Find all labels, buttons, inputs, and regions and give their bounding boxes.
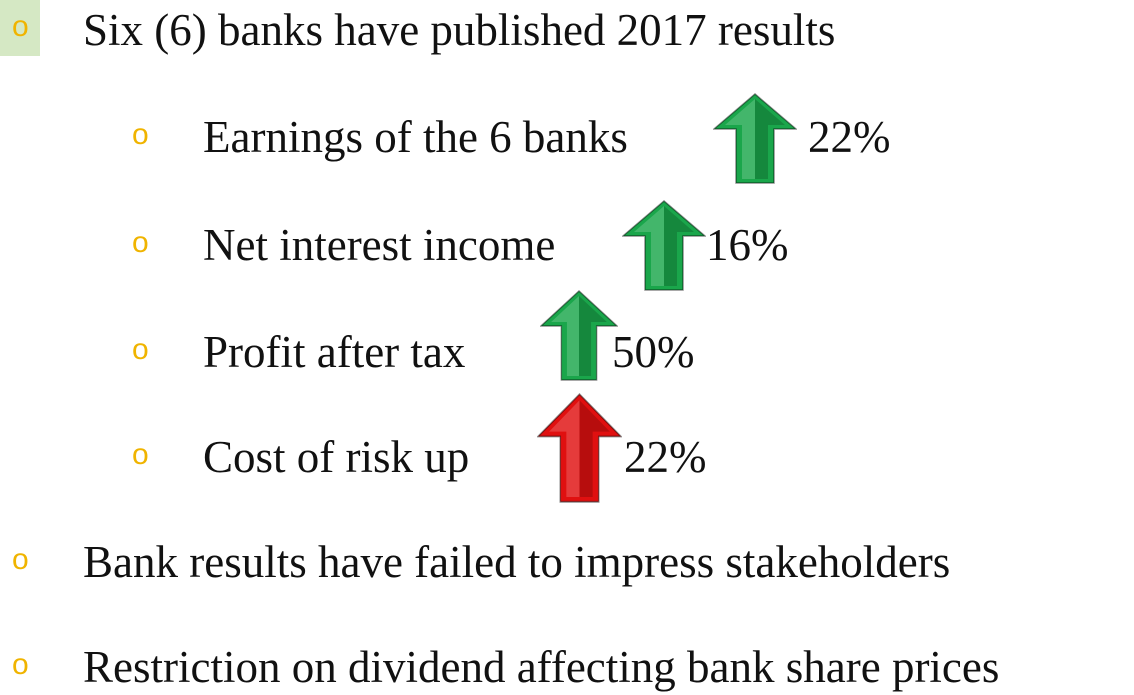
arrow-part xyxy=(579,296,607,376)
bullet-text: Six (6) banks have published 2017 result… xyxy=(83,5,836,55)
arrow-part xyxy=(755,99,785,179)
change-value: 22% xyxy=(808,112,891,162)
up-arrow xyxy=(622,200,706,291)
bullet: o xyxy=(12,648,29,681)
change-value: 50% xyxy=(612,327,695,377)
arrow-part xyxy=(664,206,694,286)
up-arrow xyxy=(540,290,618,381)
up-arrow xyxy=(537,393,622,503)
arrow-part xyxy=(713,93,797,184)
change-value: 22% xyxy=(624,432,707,482)
arrow-part xyxy=(725,99,755,179)
bullet: o xyxy=(12,10,29,43)
bullet: o xyxy=(12,543,29,576)
bullet-highlight xyxy=(0,0,40,56)
subitem-text: Profit after tax xyxy=(203,327,466,377)
arrow-part xyxy=(634,206,664,286)
subitem-text: Net interest income xyxy=(203,220,556,270)
arrow-part xyxy=(540,290,618,381)
arrow-part xyxy=(579,400,610,497)
arrow-part xyxy=(549,400,580,497)
arrow-part xyxy=(622,200,706,291)
change-value: 16% xyxy=(706,220,789,270)
bullet: o xyxy=(132,438,149,471)
bullet-text: Bank results have failed to impress stak… xyxy=(83,537,951,587)
bullet: o xyxy=(132,118,149,151)
bullet-text: Restriction on dividend affecting bank s… xyxy=(83,642,1000,692)
up-arrow xyxy=(713,93,797,184)
subitem-text: Earnings of the 6 banks xyxy=(203,112,628,162)
bullet: o xyxy=(132,226,149,259)
bullet: o xyxy=(132,333,149,366)
arrow-part xyxy=(551,296,579,376)
arrow-part xyxy=(537,393,622,503)
subitem-text: Cost of risk up xyxy=(203,432,470,482)
